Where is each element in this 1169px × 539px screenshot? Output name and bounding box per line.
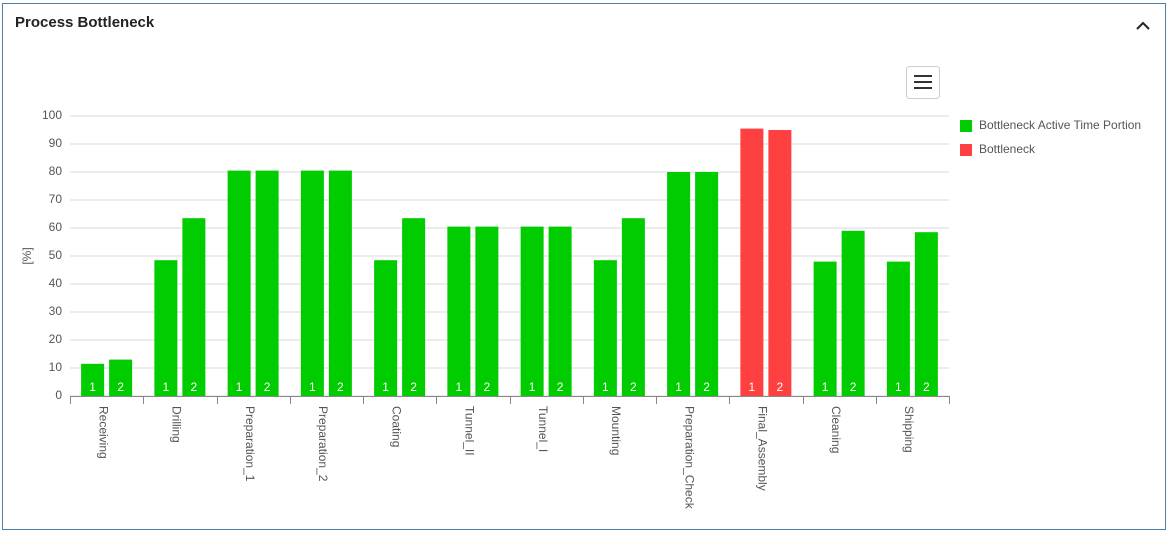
y-axis-title: [%] (20, 247, 34, 264)
bar-label: 2 (337, 380, 344, 394)
bar (227, 170, 251, 396)
bar (154, 260, 178, 396)
legend-swatch (960, 120, 972, 132)
bar-label: 2 (923, 380, 930, 394)
x-tick-label: Preparation_1 (243, 406, 257, 482)
bar (81, 363, 105, 396)
x-tick-label: Mounting (609, 406, 623, 455)
y-tick-label: 80 (49, 164, 63, 178)
bar (402, 218, 426, 396)
bar-label: 1 (822, 380, 829, 394)
bar (914, 232, 938, 396)
bar (548, 226, 572, 396)
bar-label: 1 (163, 380, 170, 394)
bar-label: 2 (117, 380, 124, 394)
collapse-button[interactable] (1136, 21, 1150, 30)
legend-swatch (960, 144, 972, 156)
bar (520, 226, 544, 396)
x-tick-label: Coating (389, 406, 403, 447)
x-tick-label: Receiving (96, 406, 110, 459)
legend-label: Bottleneck Active Time Portion (979, 118, 1141, 132)
y-tick-label: 100 (42, 108, 62, 122)
y-tick-label: 10 (49, 360, 63, 374)
bar (447, 226, 471, 396)
bar-label: 2 (850, 380, 857, 394)
y-tick-label: 50 (49, 248, 63, 262)
bar (740, 128, 764, 396)
x-tick-label: Drilling (170, 406, 184, 443)
bar-label: 2 (777, 380, 784, 394)
bar-label: 2 (264, 380, 271, 394)
x-tick-label: Shipping (902, 406, 916, 453)
bar (328, 170, 352, 396)
bar (109, 359, 133, 396)
bar-label: 1 (89, 380, 96, 394)
bar (593, 260, 617, 396)
bar (182, 218, 206, 396)
y-tick-label: 40 (49, 276, 63, 290)
bar-label: 2 (191, 380, 198, 394)
card-title: Process Bottleneck (15, 14, 155, 31)
bar (695, 172, 719, 396)
y-tick-label: 0 (55, 388, 62, 402)
bar (300, 170, 324, 396)
bar-label: 2 (630, 380, 637, 394)
bar (475, 226, 499, 396)
y-tick-label: 20 (49, 332, 63, 346)
bar (813, 261, 837, 396)
bar-label: 1 (382, 380, 389, 394)
y-tick-label: 30 (49, 304, 63, 318)
bar-label: 1 (749, 380, 756, 394)
bar-label: 2 (410, 380, 417, 394)
menu-button[interactable] (906, 66, 940, 99)
legend-label: Bottleneck (979, 142, 1036, 156)
bar-label: 1 (529, 380, 536, 394)
bar-label: 2 (703, 380, 710, 394)
bar (255, 170, 279, 396)
bar (886, 261, 910, 396)
x-tick-label: Preparation_Check (682, 406, 696, 510)
y-tick-label: 70 (49, 192, 63, 206)
x-tick-label: Cleaning (829, 406, 843, 453)
y-tick-label: 60 (49, 220, 63, 234)
bar (374, 260, 398, 396)
y-tick-label: 90 (49, 136, 63, 150)
bar (621, 218, 645, 396)
bar-label: 1 (456, 380, 463, 394)
bar-label: 1 (236, 380, 243, 394)
bar-label: 1 (602, 380, 609, 394)
bar (768, 130, 792, 396)
bar-label: 1 (675, 380, 682, 394)
bar (667, 172, 691, 396)
bar-label: 1 (309, 380, 316, 394)
x-tick-label: Tunnel_I (536, 406, 550, 452)
x-tick-label: Final_Assembly (756, 406, 770, 491)
bar-label: 1 (895, 380, 902, 394)
bar-label: 2 (484, 380, 491, 394)
x-tick-label: Tunnel_II (463, 406, 477, 456)
bar (841, 230, 865, 396)
bar-label: 2 (557, 380, 564, 394)
x-tick-label: Preparation_2 (316, 406, 330, 482)
